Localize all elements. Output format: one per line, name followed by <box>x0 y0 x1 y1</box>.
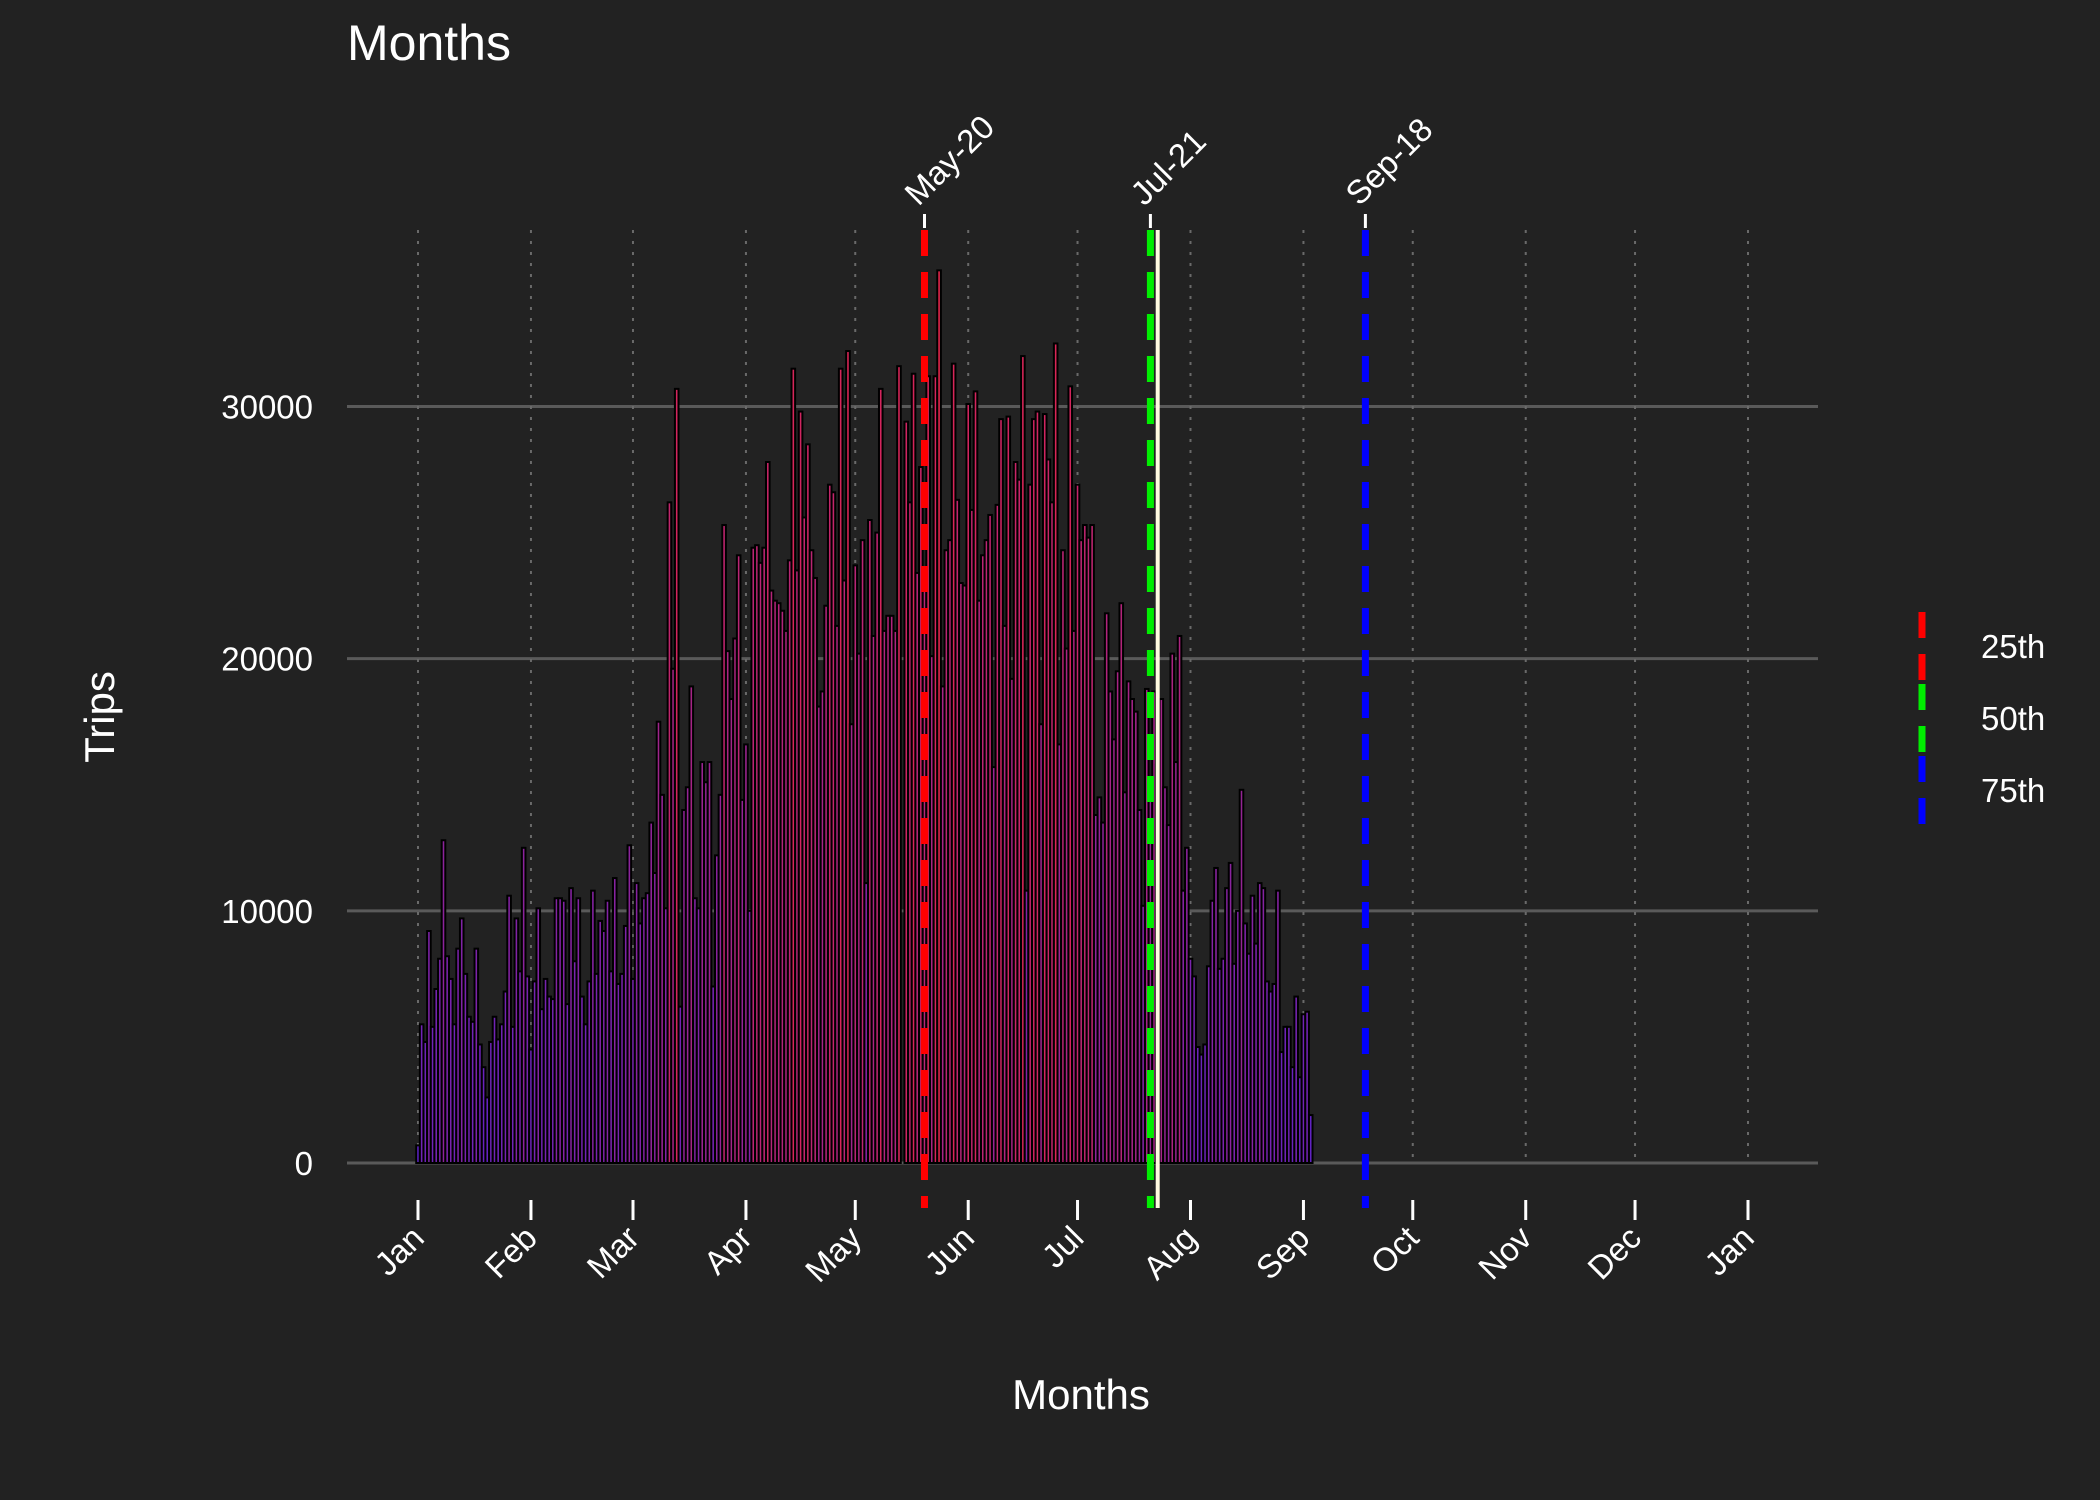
bar <box>896 365 902 1165</box>
bar <box>673 387 680 1164</box>
legend-label: 50th <box>1981 700 2045 737</box>
bar <box>859 539 866 1164</box>
legend-label: 25th <box>1981 628 2045 665</box>
bar <box>1020 355 1026 1165</box>
chart-title: Months <box>347 15 511 71</box>
legend: 25th 50th 75th <box>1918 612 2045 828</box>
y-tick-label: 10000 <box>221 893 313 930</box>
y-tick-label: 20000 <box>221 641 313 678</box>
bar <box>1304 1010 1310 1164</box>
legend-label: 75th <box>1981 772 2045 809</box>
bar <box>1275 889 1281 1164</box>
x-axis-title: Months <box>1012 1371 1150 1418</box>
y-tick-label: 30000 <box>221 389 313 426</box>
y-tick-label: 0 <box>295 1145 313 1182</box>
y-axis-title: Trips <box>76 671 123 763</box>
bars <box>415 269 1314 1165</box>
bar <box>706 761 713 1164</box>
bar <box>1307 1114 1314 1165</box>
